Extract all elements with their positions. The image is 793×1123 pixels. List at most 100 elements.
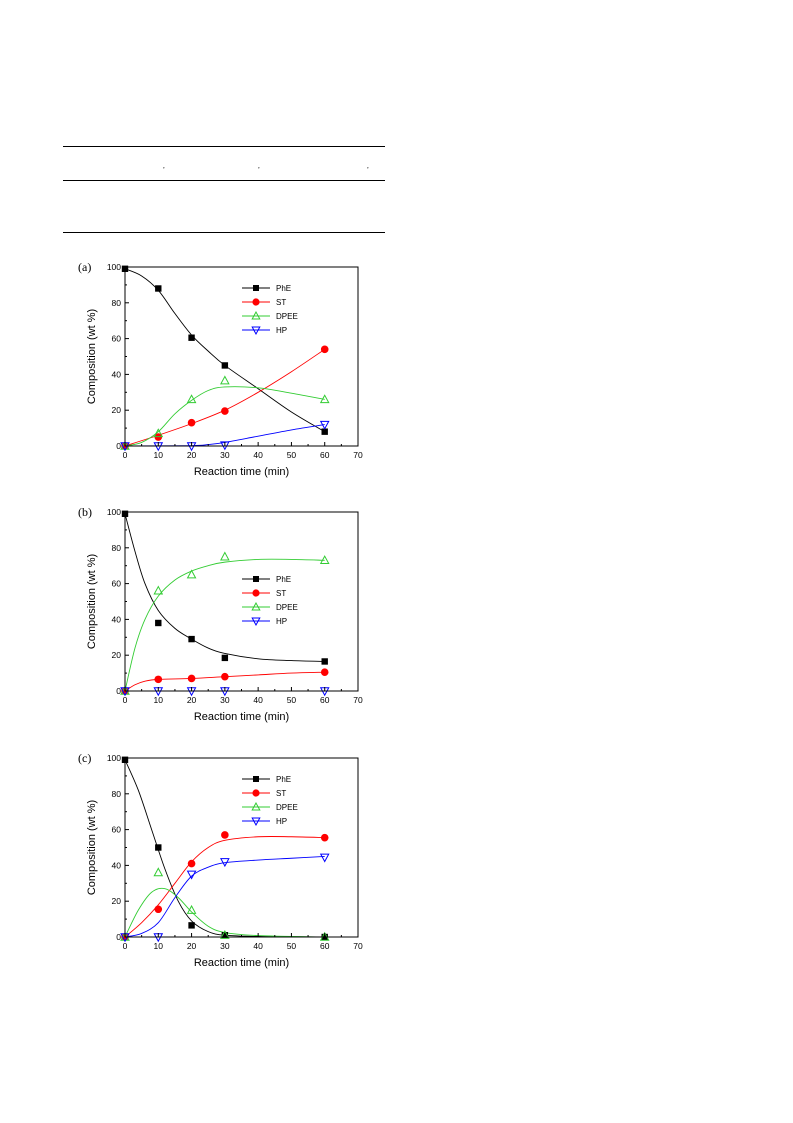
- y-tick-label: 60: [112, 825, 122, 835]
- fit-line-dpee: [125, 386, 325, 446]
- legend-marker-dpee: [251, 601, 261, 611]
- data-point-hp: [186, 870, 197, 880]
- data-point-st: [320, 668, 329, 677]
- data-point-phe: [221, 362, 229, 369]
- data-point-hp: [220, 858, 230, 868]
- y-tick-label: 80: [112, 789, 122, 799]
- y-tick-label: 80: [112, 298, 122, 308]
- fit-line-dpee: [125, 558, 325, 691]
- x-tick-label: 20: [187, 941, 197, 951]
- x-tick-label: 60: [320, 695, 330, 705]
- x-tick-label: 0: [123, 450, 128, 460]
- y-tick-label: 0: [116, 441, 121, 451]
- data-point-phe: [221, 654, 229, 662]
- x-tick-label: 10: [154, 450, 164, 460]
- data-point-dpee: [319, 394, 330, 404]
- legend-marker-phe: [253, 285, 259, 291]
- fit-line-dpee: [125, 887, 325, 937]
- data-point-st: [187, 859, 196, 868]
- y-tick-label: 0: [116, 932, 121, 942]
- x-tick-label: 60: [320, 941, 330, 951]
- data-point-dpee: [153, 428, 164, 438]
- legend-marker-dpee: [251, 310, 261, 320]
- x-tick-label: 30: [220, 695, 230, 705]
- panel-label: (b): [78, 505, 92, 519]
- legend-marker-st: [252, 298, 260, 306]
- chart-panel-a: (a) 0 10 20 30 40 50 60 70 0 20 40 60 80 100 Reaction t…: [60, 252, 380, 492]
- y-tick-label: 20: [112, 650, 122, 660]
- y-axis-label: Composition (wt %): [86, 309, 98, 404]
- table-bottom-rule: [63, 232, 385, 233]
- legend-label-st: ST: [276, 789, 286, 798]
- table-top-rule: [63, 146, 385, 147]
- legend-label-dpee: DPEE: [276, 603, 298, 612]
- fit-line-st: [125, 836, 325, 937]
- y-tick-label: 40: [112, 369, 122, 379]
- data-point-phe: [155, 844, 162, 851]
- y-tick-label: 60: [112, 334, 122, 344]
- x-tick-label: 30: [220, 941, 230, 951]
- data-point-hp: [319, 853, 330, 863]
- data-point-dpee: [186, 904, 197, 914]
- table-mark-1: ,: [163, 162, 165, 170]
- legend-label-st: ST: [276, 298, 286, 307]
- data-point-dpee: [153, 585, 164, 595]
- y-axis-label: Composition (wt %): [86, 554, 98, 649]
- x-axis-label: Reaction time (min): [194, 957, 289, 969]
- data-point-phe: [188, 334, 195, 341]
- x-tick-label: 40: [253, 450, 263, 460]
- x-tick-label: 30: [220, 450, 230, 460]
- chart-a: (a) 0 10 20 30 40 50 60 70 0 20 40 60 80 100 Reaction t…: [78, 260, 363, 478]
- legend-label-st: ST: [276, 589, 286, 598]
- fit-line-phe: [125, 513, 325, 662]
- legend-marker-hp: [251, 617, 261, 627]
- data-point-st: [221, 407, 229, 415]
- legend-marker-hp: [251, 817, 261, 827]
- y-tick-label: 20: [112, 405, 122, 415]
- data-point-phe: [188, 922, 195, 929]
- legend-marker-phe: [253, 776, 259, 782]
- y-tick-label: 20: [112, 896, 122, 906]
- x-tick-label: 10: [154, 941, 164, 951]
- chart-panel-c: (c) 0 10 20 30 40 50 60 70 0 20 40 60 80 100 Reaction t…: [60, 743, 380, 983]
- panel-label: (a): [78, 260, 91, 274]
- x-tick-label: 20: [187, 695, 197, 705]
- data-point-dpee: [220, 551, 230, 561]
- legend-marker-st: [252, 589, 260, 597]
- data-point-dpee: [186, 394, 197, 404]
- data-point-hp: [319, 420, 330, 430]
- legend-label-hp: HP: [276, 326, 287, 335]
- fit-line-hp: [125, 856, 325, 937]
- x-tick-label: 60: [320, 450, 330, 460]
- legend-label-phe: PhE: [276, 575, 291, 584]
- y-tick-label: 40: [112, 614, 122, 624]
- chart-c: (c) 0 10 20 30 40 50 60 70 0 20 40 60 80 100 Reaction t…: [78, 751, 363, 969]
- y-tick-label: 80: [112, 543, 122, 553]
- data-point-phe: [155, 619, 162, 627]
- y-tick-label: 0: [116, 686, 121, 696]
- data-point-dpee: [153, 867, 164, 877]
- y-tick-label: 40: [112, 860, 122, 870]
- legend-marker-phe: [253, 576, 259, 582]
- data-point-phe: [188, 635, 195, 643]
- y-axis-label: Composition (wt %): [86, 800, 98, 895]
- legend-label-hp: HP: [276, 617, 287, 626]
- fit-line-phe: [125, 268, 325, 433]
- x-axis-label: Reaction time (min): [194, 711, 289, 723]
- data-point-st: [187, 418, 196, 427]
- chart-panel-b: (b) 0 10 20 30 40 50 60 70 0 20 40 60 80 100 Reaction t…: [60, 497, 380, 737]
- table-mark-3: ,: [367, 162, 369, 170]
- data-point-phe: [155, 285, 162, 292]
- x-tick-label: 50: [287, 941, 297, 951]
- legend-label-dpee: DPEE: [276, 312, 298, 321]
- data-point-st: [320, 833, 329, 842]
- x-tick-label: 70: [353, 695, 363, 705]
- data-point-dpee: [220, 929, 230, 939]
- x-tick-label: 0: [123, 941, 128, 951]
- plot-frame: [124, 266, 359, 447]
- data-point-st: [154, 905, 163, 914]
- y-tick-label: 100: [107, 753, 121, 763]
- y-tick-label: 100: [107, 262, 121, 272]
- data-point-st: [320, 345, 329, 354]
- y-tick-label: 100: [107, 507, 121, 517]
